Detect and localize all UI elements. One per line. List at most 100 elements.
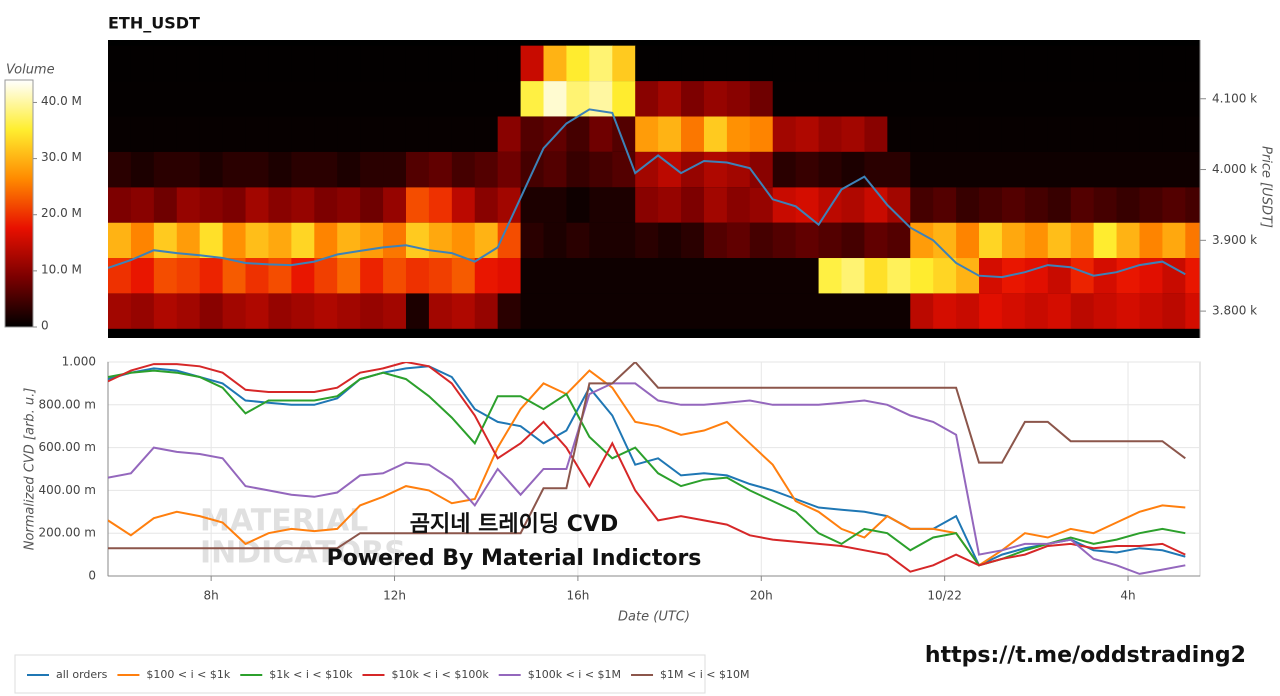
heatmap-cell — [864, 222, 888, 259]
heatmap-cell — [543, 151, 567, 188]
heatmap-cell — [1139, 81, 1163, 117]
heatmap-cell — [383, 293, 407, 329]
heatmap-cell — [1024, 258, 1049, 294]
heatmap-cell — [497, 116, 521, 152]
heatmap-cell — [1139, 222, 1163, 259]
footer-link[interactable]: https://t.me/oddstrading2 — [925, 643, 1246, 668]
heatmap-cell — [1093, 116, 1117, 152]
heatmap-cell — [1047, 222, 1072, 259]
heatmap-cell — [772, 81, 797, 117]
heatmap-cell — [726, 116, 751, 152]
heatmap-cell — [451, 151, 476, 188]
heatmap-cell — [749, 293, 774, 329]
heatmap-cell — [1162, 258, 1186, 294]
heatmap-cell — [726, 81, 751, 117]
heatmap-cell — [612, 187, 636, 223]
heatmap-cell — [841, 222, 865, 259]
heatmap-cell — [566, 222, 590, 259]
heatmap-cell — [428, 116, 453, 152]
heatmap-cell — [451, 116, 476, 152]
x-tick-label: 4h — [1120, 589, 1135, 603]
heatmap-cell — [979, 116, 1003, 152]
heatmap-cell — [199, 116, 224, 152]
heatmap-cell — [383, 151, 407, 188]
heatmap-cell — [108, 116, 132, 152]
heatmap-cell — [1093, 81, 1117, 117]
heatmap-cell — [199, 81, 224, 117]
heatmap-cell — [405, 258, 430, 294]
heatmap-cell — [589, 222, 613, 259]
heatmap-cell — [108, 81, 132, 117]
heatmap-cell — [337, 151, 361, 188]
x-tick-label: 8h — [204, 589, 219, 603]
heatmap-cell — [474, 45, 499, 82]
heatmap-cell — [818, 116, 842, 152]
heatmap-cell — [795, 45, 819, 82]
heatmap-cell — [360, 187, 384, 223]
heatmap-cell — [543, 293, 567, 329]
x-tick-label: 12h — [383, 589, 406, 603]
heatmap-cell — [291, 151, 315, 188]
heatmap-cell — [108, 293, 132, 329]
heatmap-cell — [726, 151, 751, 188]
heatmap-cell — [405, 81, 430, 117]
heatmap-cell — [268, 151, 292, 188]
colorbar-tick-label: 30.0 M — [41, 150, 82, 164]
heatmap-cell — [268, 116, 292, 152]
heatmap-cell — [199, 258, 224, 294]
heatmap-cell — [451, 81, 476, 117]
heatmap-cell — [612, 293, 636, 329]
heatmap-cell — [520, 45, 544, 82]
heatmap-cell — [703, 116, 728, 152]
heatmap-cell — [291, 187, 315, 223]
heatmap-cell — [520, 116, 544, 152]
y-tick-label: 600.00 m — [39, 440, 97, 454]
heatmap-cell — [222, 45, 246, 82]
heatmap-cell — [1047, 293, 1072, 329]
cvd-line — [108, 382, 1186, 575]
heatmap-cell — [497, 293, 521, 329]
heatmap-cell — [520, 187, 544, 223]
heatmap-cell — [1070, 222, 1095, 259]
y-tick-label: 3.800 k — [1212, 304, 1257, 318]
y-tick-label: 200.00 m — [39, 526, 97, 540]
heatmap-cell — [222, 222, 246, 259]
heatmap-cell — [383, 187, 407, 223]
y-tick-label: 4.100 k — [1212, 91, 1257, 105]
heatmap-cell — [635, 116, 659, 152]
heatmap-cell — [658, 258, 682, 294]
heatmap-cell — [291, 81, 315, 117]
heatmap-cell — [153, 222, 178, 259]
chart-title: ETH_USDT — [108, 14, 200, 33]
legend-label: $1k < i < $10k — [269, 668, 353, 681]
heatmap-cell — [818, 151, 842, 188]
heatmap-cell — [108, 151, 132, 188]
y-tick-label: 1.000 — [62, 355, 96, 369]
heatmap-cell — [360, 293, 384, 329]
heatmap-cell — [497, 81, 521, 117]
heatmap-cell — [1001, 151, 1026, 188]
heatmap-cell — [841, 45, 865, 82]
heatmap-cell — [474, 293, 499, 329]
heatmap-cell — [291, 293, 315, 329]
heatmap-cell — [612, 81, 636, 117]
heatmap-cell — [1185, 151, 1200, 188]
heatmap-cell — [726, 258, 751, 294]
heatmap-cell — [1001, 187, 1026, 223]
heatmap-cell — [1116, 187, 1140, 223]
heatmap-cell — [864, 258, 888, 294]
heatmap-cell — [589, 187, 613, 223]
heatmap-cell — [635, 222, 659, 259]
heatmap-cell — [291, 222, 315, 259]
heatmap-cell — [130, 293, 155, 329]
price-line — [108, 108, 1186, 279]
heatmap-cell — [841, 116, 865, 152]
heatmap-cell — [130, 222, 155, 259]
heatmap-cell — [566, 45, 590, 82]
heatmap-cell — [291, 45, 315, 82]
heatmap-cell — [314, 258, 338, 294]
heatmap-cell — [337, 116, 361, 152]
colorbar-label: Volume — [6, 63, 55, 78]
heatmap-cell — [703, 258, 728, 294]
